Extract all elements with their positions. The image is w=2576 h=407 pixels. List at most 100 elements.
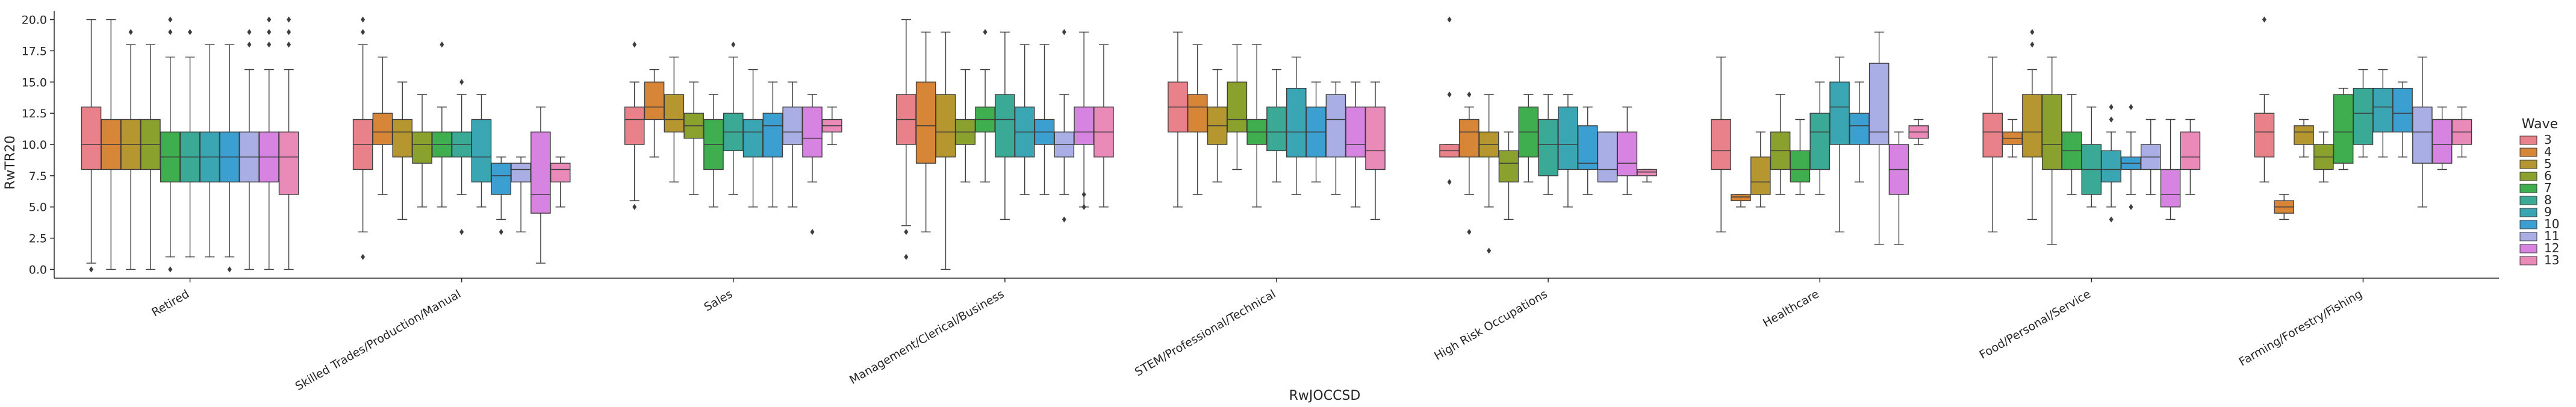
box-13-6 [1908, 119, 1929, 145]
box-12-0 [259, 16, 279, 270]
box-12-8 [2431, 107, 2453, 170]
box-9-0 [199, 44, 220, 258]
outlier-point [2262, 16, 2266, 23]
legend-label-10: 10 [2544, 217, 2559, 231]
legend-swatch-6 [2519, 172, 2537, 181]
box-10-6 [1849, 81, 1870, 182]
box-body [2180, 131, 2201, 170]
outlier-point [1081, 191, 1086, 197]
box-body [1731, 194, 1751, 202]
box-body [2022, 94, 2042, 158]
legend-swatch-3 [2519, 135, 2537, 145]
legend-swatch-7 [2519, 184, 2537, 193]
box-9-3 [1014, 44, 1035, 195]
outlier-point [247, 29, 252, 36]
box-4-8 [2274, 194, 2294, 220]
box-4-0 [101, 19, 122, 270]
y-tick-label: 2.5 [29, 232, 47, 246]
box-body [1577, 125, 1598, 170]
box-4-5 [1459, 92, 1479, 235]
legend-swatch-11 [2519, 232, 2537, 241]
outlier-point [287, 42, 291, 48]
box-6-0 [140, 44, 161, 270]
y-tick-label: 20.0 [22, 14, 47, 27]
x-tick-label: Food/Personal/Service [1977, 287, 2093, 362]
x-tick-label: Healthcare [1761, 287, 1822, 330]
axes: 0.0 2.5 5.0 7.5 10.0 12.5 15.0 17.5 20.0 Retired S… [22, 11, 2499, 393]
box-5-1 [392, 81, 413, 220]
box-body [1227, 81, 1248, 132]
box-8-7 [2081, 107, 2102, 208]
box-11-4 [1325, 81, 1346, 195]
box-9-1 [471, 94, 492, 208]
box-7-4 [1246, 44, 1267, 208]
series-5 [120, 29, 2314, 270]
box-8-0 [179, 29, 201, 258]
outlier-point [361, 253, 366, 260]
box-body [1558, 107, 1578, 170]
x-tick-label: STEM/Professional/Technical [1133, 287, 1278, 379]
outlier-point [1467, 92, 1472, 98]
box-10-4 [1305, 81, 1327, 182]
box-13-8 [2451, 107, 2472, 158]
outlier-point [1081, 204, 1086, 210]
outlier-point [440, 42, 444, 48]
box-body [2254, 113, 2275, 158]
legend-swatch-9 [2519, 208, 2537, 217]
box-6-8 [2313, 131, 2334, 182]
outlier-point [2030, 29, 2035, 36]
legend-label-3: 3 [2544, 132, 2552, 147]
box-5-7 [2022, 29, 2042, 220]
box-7-3 [975, 29, 995, 182]
outlier-point [168, 16, 173, 23]
box-7-6 [1790, 119, 1811, 195]
box-12-4 [1345, 81, 1366, 208]
box-body [491, 163, 512, 195]
box-body [1829, 81, 1850, 145]
box-9-5 [1558, 94, 1578, 208]
box-body [2392, 87, 2413, 132]
box-6-3 [955, 69, 976, 182]
box-11-5 [1597, 131, 1618, 182]
box-8-5 [1538, 94, 1558, 195]
box-10-3 [1034, 44, 1055, 195]
legend-label-11: 11 [2544, 229, 2559, 243]
outlier-point [459, 229, 464, 235]
outlier-point [2129, 204, 2133, 210]
box-5-3 [935, 31, 956, 270]
box-6-4 [1227, 44, 1248, 170]
box-4-4 [1187, 44, 1208, 195]
box-4-1 [372, 57, 393, 195]
box-body [1325, 94, 1346, 158]
box-11-3 [1054, 29, 1075, 223]
box-body [2431, 119, 2453, 164]
outlier-point [983, 29, 988, 36]
x-tick-label: Retired [149, 287, 191, 319]
box-body [2294, 125, 2314, 145]
box-7-8 [2333, 87, 2354, 170]
y-tick-label: 17.5 [22, 45, 47, 58]
outlier-point [1447, 16, 1452, 23]
box-4-3 [915, 31, 936, 232]
box-body [1538, 119, 1558, 176]
legend-label-8: 8 [2544, 193, 2552, 207]
box-6-2 [683, 81, 704, 195]
box-body [1187, 94, 1208, 132]
box-body [762, 113, 783, 158]
box-body [412, 131, 432, 164]
box-12-5 [1617, 107, 1638, 195]
box-11-0 [239, 29, 260, 270]
box-body [644, 81, 665, 120]
box-10-8 [2392, 81, 2413, 158]
box-body [1498, 150, 1519, 182]
outlier-point [2030, 42, 2035, 48]
box-body [1849, 113, 1870, 145]
x-tick-label: High Risk Occupations [1432, 287, 1549, 363]
box-13-4 [1365, 81, 1386, 220]
box-3-7 [1982, 57, 2003, 232]
box-7-2 [703, 94, 724, 208]
x-tick-label: Farming/Forestry/Fishing [2237, 287, 2365, 368]
legend-label-5: 5 [2544, 157, 2552, 171]
outlier-point [168, 29, 173, 36]
